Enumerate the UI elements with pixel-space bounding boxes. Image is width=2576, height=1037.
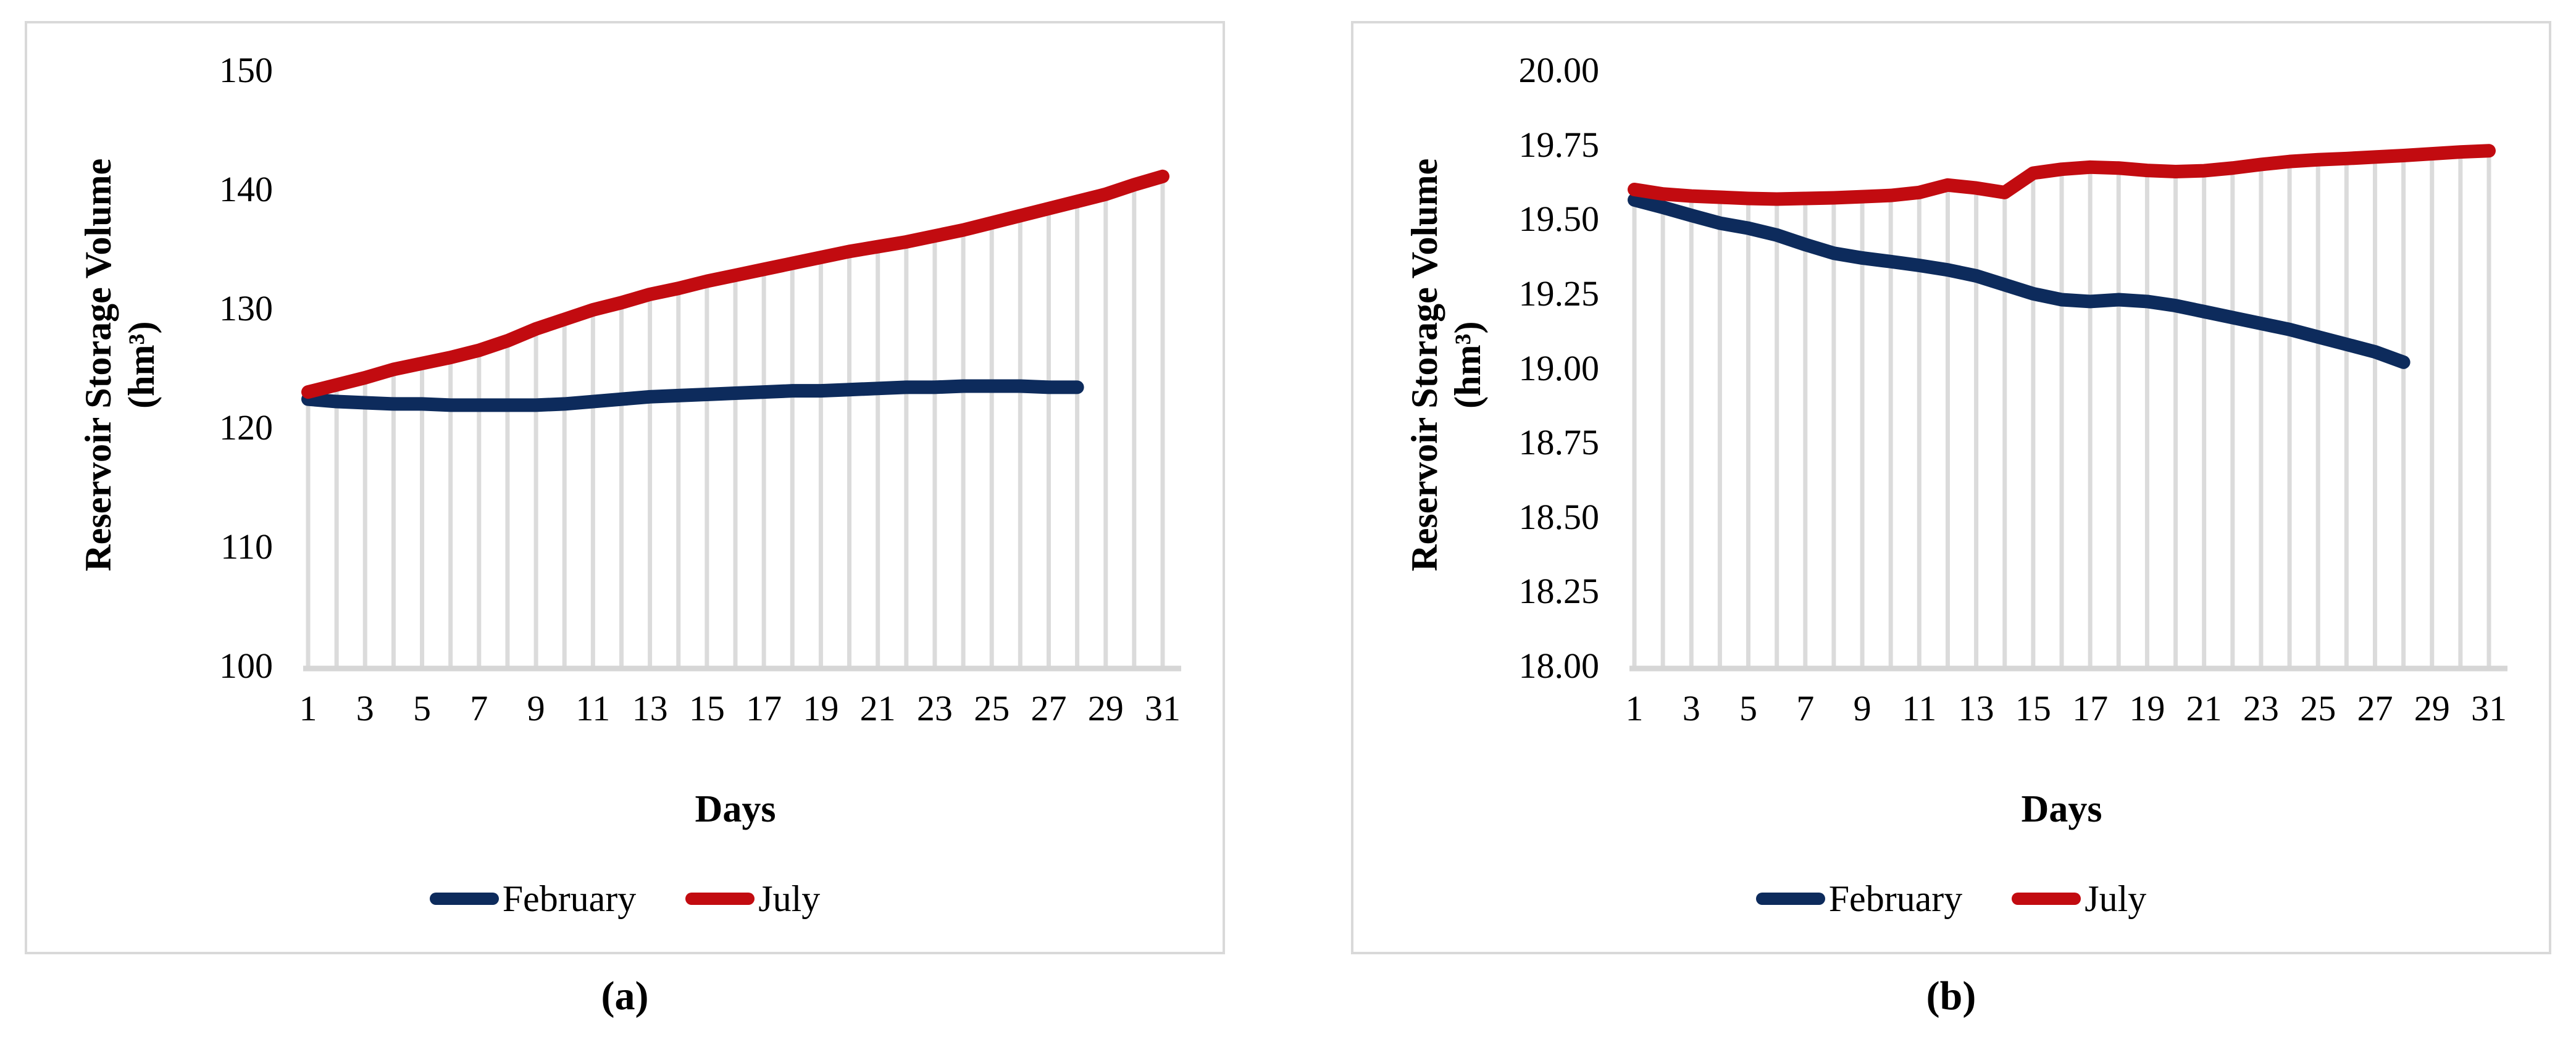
x-tick-label: 31 (1145, 688, 1181, 728)
x-tick-label: 23 (916, 688, 953, 728)
y-tick-label: 20.00 (1518, 50, 1600, 90)
x-tick-label: 3 (1682, 688, 1700, 728)
x-tick-label: 29 (2414, 688, 2450, 728)
y-tick-label: 18.50 (1518, 496, 1600, 537)
series-line-july (1628, 144, 2496, 206)
y-axis-title: Reservoir Storage Volume (hm³) (77, 38, 163, 692)
x-axis-title: Days (695, 788, 776, 830)
x-tick-label: 23 (2243, 688, 2279, 728)
x-tick-label: 19 (803, 688, 839, 728)
x-tick-label: 25 (2300, 688, 2336, 728)
chart-panel-a: Reservoir Storage Volume (hm³) Days Febr… (25, 21, 1225, 954)
legend-swatch-february (1755, 893, 1825, 905)
y-axis-title-line1: Reservoir Storage Volume (77, 158, 119, 572)
series-line-february (301, 379, 1084, 412)
x-tick-label: 9 (527, 688, 545, 728)
x-tick-label: 17 (746, 688, 782, 728)
x-tick-label: 11 (575, 688, 611, 728)
y-tick-label: 120 (219, 407, 273, 448)
y-tick-label: 19.75 (1518, 124, 1600, 165)
x-tick-label: 27 (2357, 688, 2393, 728)
x-axis-title: Days (2021, 788, 2102, 830)
x-tick-label: 11 (1902, 688, 1937, 728)
x-tick-label: 7 (1796, 688, 1815, 728)
x-tick-label: 15 (2015, 688, 2051, 728)
x-tick-label: 9 (1853, 688, 1871, 728)
legend-item-july: July (685, 880, 820, 917)
y-tick-label: 110 (220, 527, 273, 567)
x-tick-label: 7 (470, 688, 488, 728)
y-tick-label: 18.25 (1518, 571, 1600, 612)
y-tick-label: 19.25 (1518, 273, 1600, 314)
x-tick-label: 19 (2129, 688, 2165, 728)
x-tick-label: 1 (299, 688, 317, 728)
legend: February July (1353, 880, 2549, 917)
legend-label-july: July (2085, 878, 2147, 919)
legend: February July (27, 880, 1223, 917)
y-tick-label: 19.50 (1518, 199, 1600, 239)
legend-item-february: February (429, 878, 637, 919)
x-tick-label: 15 (688, 688, 725, 728)
x-tick-label: 5 (1739, 688, 1758, 728)
y-tick-label: 140 (219, 169, 273, 209)
legend-swatch-february (429, 893, 499, 905)
y-tick-label: 150 (219, 50, 273, 90)
legend-label-july: July (758, 878, 821, 919)
plot-area (1628, 144, 2507, 672)
legend-swatch-july (2012, 893, 2081, 905)
x-tick-label: 3 (356, 688, 374, 728)
x-tick-label: 21 (859, 688, 896, 728)
y-tick-label: 19.00 (1518, 348, 1600, 388)
series-line-february (1628, 193, 2411, 369)
x-tick-label: 5 (413, 688, 432, 728)
x-tick-label: 17 (2072, 688, 2109, 728)
series-line-july (301, 169, 1169, 399)
legend-item-july: July (2012, 880, 2146, 917)
legend-swatch-july (685, 893, 755, 905)
x-tick-label: 25 (974, 688, 1010, 728)
x-tick-label: 21 (2186, 688, 2222, 728)
y-tick-label: 100 (219, 646, 273, 686)
x-tick-label: 13 (632, 688, 668, 728)
y-tick-label: 130 (219, 288, 273, 328)
legend-label-february: February (1828, 878, 1963, 919)
y-tick-label: 18.00 (1518, 646, 1600, 686)
legend-item-february: February (1755, 878, 1963, 919)
y-axis-title-line2: (hm³) (121, 321, 162, 409)
x-tick-label: 1 (1625, 688, 1644, 728)
legend-label-february: February (502, 878, 637, 919)
x-tick-label: 13 (1958, 688, 1994, 728)
plot-area (301, 169, 1181, 672)
chart-panel-b: Reservoir Storage Volume (hm³) Days Febr… (1351, 21, 2551, 954)
x-tick-label: 27 (1031, 688, 1067, 728)
y-tick-label: 18.75 (1518, 422, 1600, 463)
x-tick-label: 29 (1087, 688, 1124, 728)
caption-a: (a) (601, 973, 649, 1018)
x-tick-label: 31 (2471, 688, 2507, 728)
caption-b: (b) (1926, 973, 1976, 1018)
